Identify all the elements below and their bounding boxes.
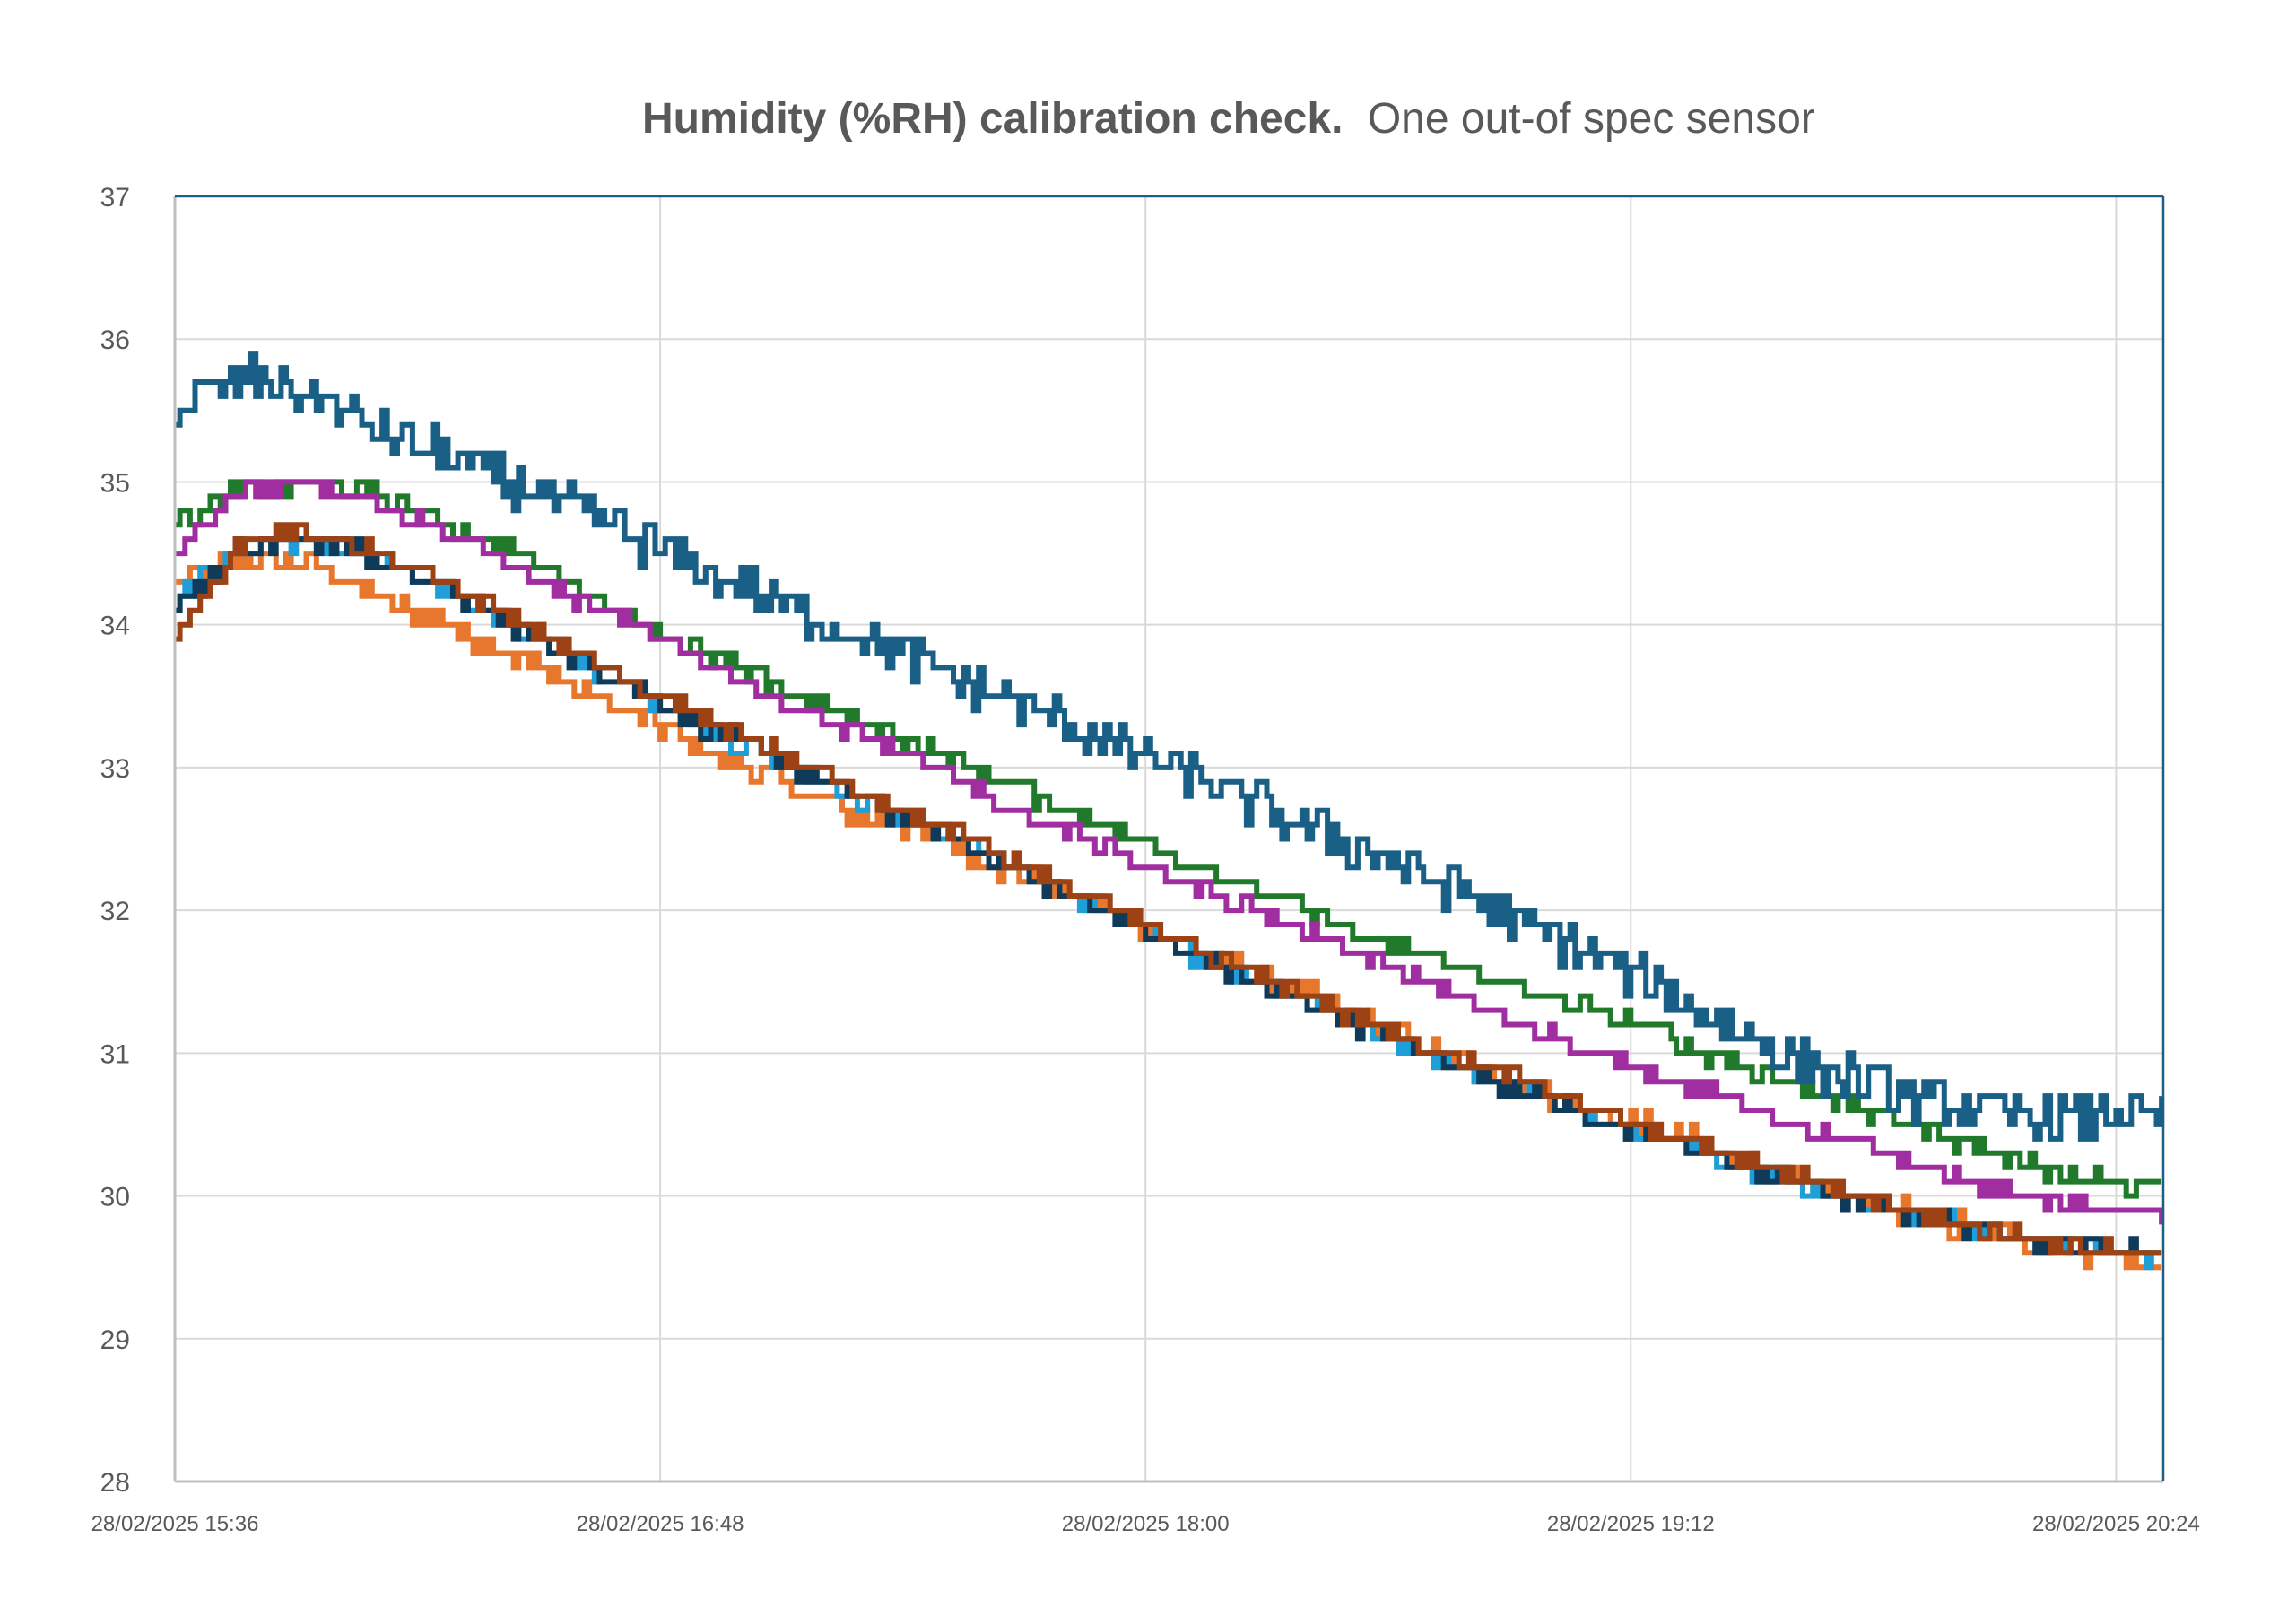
- series-lines: [175, 351, 2165, 1271]
- y-tick-label: 29: [100, 1325, 130, 1355]
- series-line: [175, 522, 2162, 1256]
- y-tick-label: 31: [100, 1039, 130, 1069]
- y-tick-label: 32: [100, 897, 130, 926]
- series-line: [175, 479, 2165, 1225]
- y-tick-label: 33: [100, 754, 130, 784]
- series-line: [175, 479, 2162, 1199]
- y-tick-label: 30: [100, 1183, 130, 1212]
- y-axis-ticks: 28 29 30 31 32 33 34 35 36 37: [100, 183, 130, 1498]
- plot-frame: [173, 195, 2165, 1483]
- chart-title-main: Humidity (%RH) calibration check.: [642, 95, 1343, 143]
- y-tick-label: 35: [100, 468, 130, 498]
- x-tick-label: 28/02/2025 16:48: [577, 1512, 744, 1536]
- y-tick-label: 36: [100, 326, 130, 355]
- x-axis-ticks: 28/02/2025 15:36 28/02/2025 16:48 28/02/20…: [91, 1512, 2200, 1536]
- y-tick-label: 34: [100, 612, 130, 641]
- chart-title: Humidity (%RH) calibration check. One ou…: [642, 95, 1815, 143]
- x-tick-label: 28/02/2025 18:00: [1062, 1512, 1230, 1536]
- chart-subtitle: One out-of spec sensor: [1368, 95, 1815, 143]
- x-tick-label: 28/02/2025 20:24: [2032, 1512, 2200, 1536]
- x-tick-label: 28/02/2025 19:12: [1547, 1512, 1715, 1536]
- y-tick-label: 37: [100, 183, 130, 213]
- series-line: [175, 351, 2165, 1142]
- x-tick-label: 28/02/2025 15:36: [91, 1512, 259, 1536]
- gridlines: [174, 195, 2163, 1482]
- y-tick-label: 28: [100, 1468, 130, 1498]
